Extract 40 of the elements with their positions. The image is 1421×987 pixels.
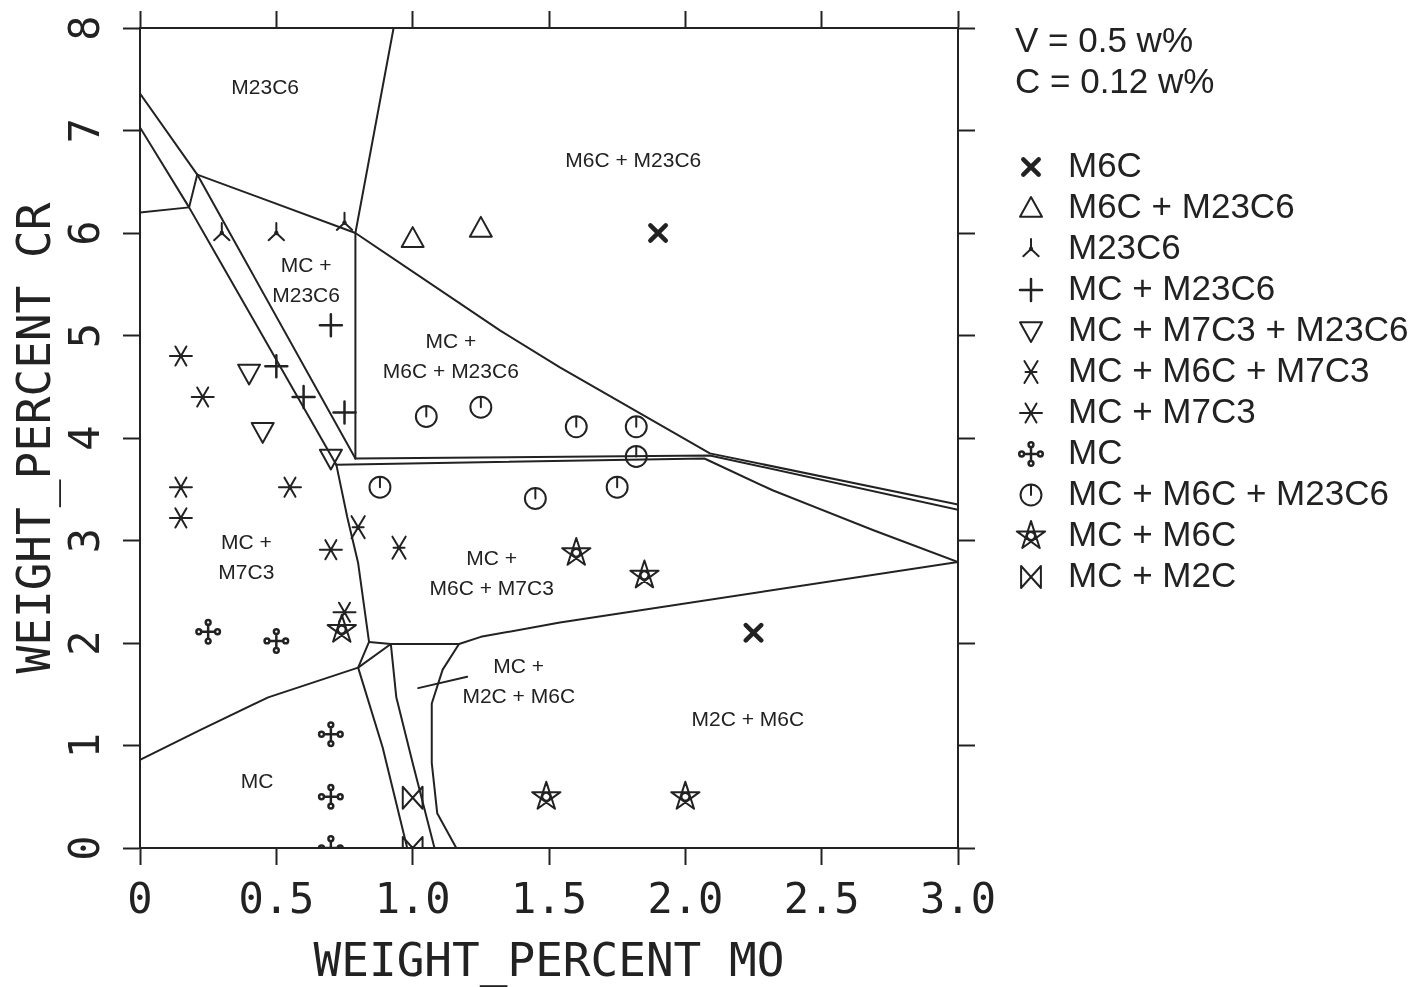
x-tick-label: 1.0 xyxy=(374,874,451,924)
legend-label: MC + M6C + M7C3 xyxy=(1068,349,1370,389)
legend-label: MC + M7C3 + M23C6 xyxy=(1068,308,1409,348)
text: C = 0.12 w% xyxy=(1015,60,1215,100)
annotation: MC + M7C3 xyxy=(218,529,275,583)
x-tick-label: 3.0 xyxy=(920,874,996,924)
y-axis-title: WEIGHT_PERCENT CR xyxy=(6,202,61,674)
annotation: MC + M6C + M23C6 xyxy=(382,328,519,382)
y-tick-label: 5 xyxy=(60,322,110,349)
annotation: MC + M6C + M7C3 xyxy=(429,545,554,599)
legend-label: MC + M6C + M23C6 xyxy=(1068,472,1389,512)
legend-label: MC + M6C xyxy=(1068,513,1237,553)
y-tick-label: 2 xyxy=(60,630,110,656)
x-axis-title: WEIGHT_PERCENT MO xyxy=(313,932,785,987)
x-tick-label: 0 xyxy=(127,874,153,924)
legend-label: MC + M2C xyxy=(1068,554,1237,594)
y-tick-label: 8 xyxy=(60,15,110,41)
y-tick-label: 3 xyxy=(60,527,110,554)
legend-label: M6C + M23C6 xyxy=(1068,185,1295,225)
x-tick-label: 0.5 xyxy=(238,874,315,924)
y-tick-label: 1 xyxy=(60,732,110,759)
legend-label: MC + M7C3 xyxy=(1068,390,1256,430)
legend-label: MC + M23C6 xyxy=(1068,267,1276,307)
annotation: MC + M23C6 xyxy=(272,253,340,307)
x-tick-label: 1.5 xyxy=(511,874,587,924)
annotation: MC xyxy=(240,769,274,793)
y-tick-label: 4 xyxy=(60,425,110,451)
x-tick-label: 2.5 xyxy=(783,874,860,924)
legend-label: M6C xyxy=(1068,144,1142,184)
legend-label: M23C6 xyxy=(1068,226,1181,266)
legend-label: MC xyxy=(1068,431,1123,471)
annotation: M6C + M23C6 xyxy=(565,148,702,172)
annotation: M2C + M6C xyxy=(691,706,805,730)
y-tick-label: 7 xyxy=(60,117,110,144)
annotation: M23C6 xyxy=(231,75,300,99)
annotation: MC + M2C + M6C xyxy=(462,653,576,707)
y-tick-label: 0 xyxy=(60,835,110,861)
x-tick-label: 2.0 xyxy=(647,874,724,924)
text: V = 0.5 w% xyxy=(1015,19,1194,59)
y-tick-label: 6 xyxy=(60,220,110,246)
